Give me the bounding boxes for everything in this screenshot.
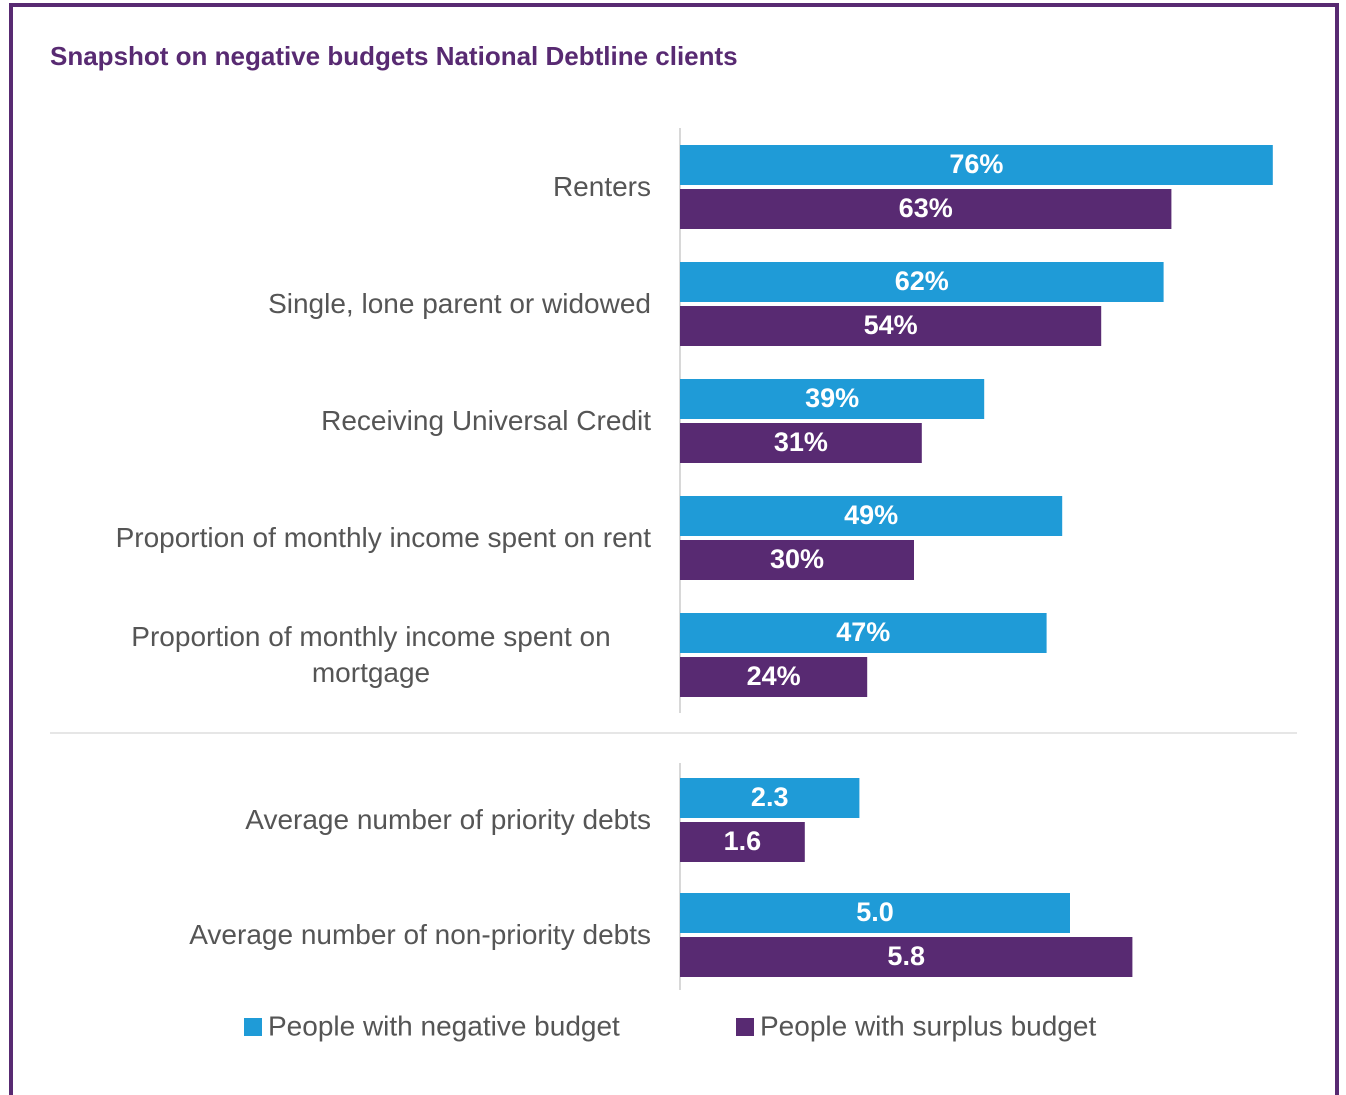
category-label: Average number of non-priority debts (31, 885, 651, 985)
bar (680, 423, 922, 463)
category-text: Average number of non-priority debts (189, 919, 651, 950)
bar (680, 379, 985, 419)
bar (680, 778, 860, 818)
category-label: Proportion of monthly income spent on re… (31, 488, 651, 588)
bar (680, 189, 1172, 229)
bar (680, 540, 914, 580)
category-text: Proportion of monthly income spent on re… (115, 522, 651, 553)
legend-label: People with surplus budget (760, 1010, 1096, 1041)
bar (680, 613, 1047, 653)
bar (680, 262, 1164, 302)
data-label: 39% (805, 383, 859, 413)
category-label: Average number of priority debts (31, 770, 651, 870)
data-label: 5.0 (856, 897, 894, 927)
bar (680, 145, 1273, 185)
legend-swatch (244, 1018, 262, 1036)
category-text: Proportion of monthly income spent on mo… (131, 621, 611, 688)
frame (9, 3, 1339, 1095)
data-label: 49% (844, 500, 898, 530)
category-text: Receiving Universal Credit (321, 405, 651, 436)
data-label: 30% (770, 544, 824, 574)
bar (680, 937, 1133, 977)
category-text: Single, lone parent or widowed (268, 288, 651, 319)
bar (680, 893, 1070, 933)
data-label: 5.8 (887, 941, 925, 971)
category-label: Receiving Universal Credit (31, 371, 651, 471)
legend-swatch (736, 1018, 754, 1036)
data-label: 1.6 (724, 826, 762, 856)
category-label: Proportion of monthly income spent on mo… (31, 605, 651, 705)
data-label: 62% (895, 266, 949, 296)
category-label: Single, lone parent or widowed (31, 254, 651, 354)
bar (680, 306, 1102, 346)
category-text: Average number of priority debts (245, 804, 651, 835)
data-label: 24% (747, 661, 801, 691)
data-label: 2.3 (751, 782, 789, 812)
data-label: 76% (949, 149, 1003, 179)
chart-title: Snapshot on negative budgets National De… (50, 41, 738, 71)
data-label: 31% (774, 427, 828, 457)
bar (680, 496, 1063, 536)
data-label: 47% (836, 617, 890, 647)
bar (680, 657, 868, 697)
data-label: 54% (864, 310, 918, 340)
data-label: 63% (899, 193, 953, 223)
category-text: Renters (552, 171, 651, 202)
legend-label: People with negative budget (268, 1010, 620, 1041)
bar (680, 822, 805, 862)
category-label: Renters (31, 137, 651, 237)
